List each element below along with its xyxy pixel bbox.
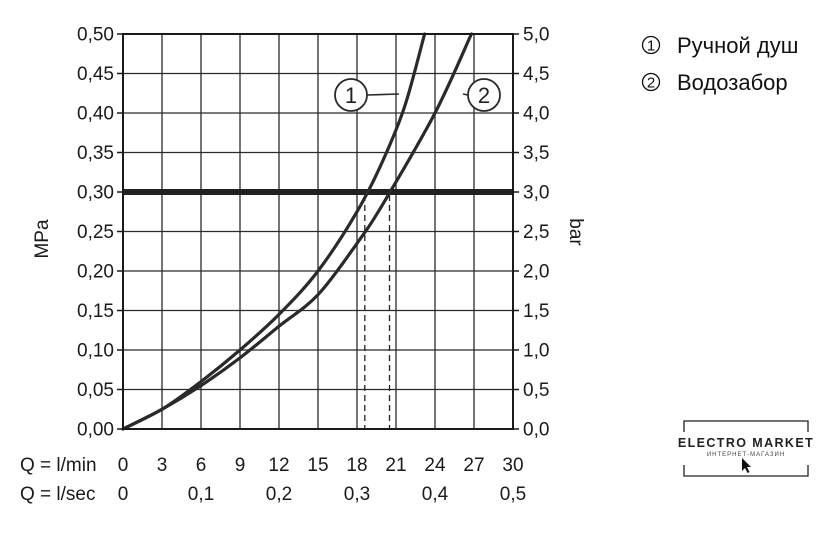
y-left-tick-label: 0,20 (77, 262, 114, 283)
legend-label-1: Ручной душ (677, 33, 798, 58)
y-right-tick-label: 1,5 (523, 301, 549, 322)
x-lmin-tick-label: 12 (268, 455, 289, 476)
y-left-tick-label: 0,25 (77, 222, 114, 243)
logo-bracket-bottom (683, 465, 809, 477)
y-left-tick-label: 0,35 (77, 143, 114, 164)
x-lsec-tick-label: 0,1 (188, 484, 214, 505)
grid-layer (123, 34, 513, 429)
x-lmin-tick-label: 6 (196, 455, 207, 476)
y-left-tick-label: 0,50 (77, 25, 114, 46)
series-1-marker-circle (334, 78, 368, 112)
y-left-tick-label: 0,10 (77, 341, 114, 362)
x-lmin-tick-label: 15 (307, 455, 328, 476)
y-left-axis-title: MPa (32, 219, 53, 259)
watermark-logo: ELECTRO MARKET ИНТЕРНЕТ-МАГАЗИН (678, 420, 814, 477)
x-lmin-axis-title: Q = l/min (20, 455, 97, 476)
series-2-line (121, 32, 473, 431)
y-left-tick-label: 0,00 (77, 420, 114, 441)
x-lsec-tick-label: 0 (118, 484, 129, 505)
x-lmin-tick-label: 24 (424, 455, 446, 476)
y-left-tick-label: 0,40 (77, 104, 114, 125)
plot-frame (117, 33, 519, 430)
logo-title: ELECTRO MARKET (678, 436, 814, 450)
y-right-tick-label: 2,5 (523, 222, 549, 243)
x-lmin-tick-label: 3 (157, 455, 168, 476)
series-1-marker-leader (366, 93, 400, 96)
series-2-marker-number: 2 (478, 83, 490, 108)
legend-marker-2-icon (641, 72, 661, 92)
legend-item-1: 1 Ручной душ (641, 33, 798, 58)
legend-marker-1-icon (641, 35, 661, 55)
legend: 1 Ручной душ 2 Водозабор (641, 33, 798, 95)
y-left-tick-label: 0,45 (77, 64, 114, 85)
y-right-tick-label: 2,0 (523, 262, 549, 283)
x-lsec-tick-label: 0,4 (422, 484, 449, 505)
y-left-tick-label: 0,05 (77, 380, 114, 401)
x-lsec-tick-label: 0,5 (500, 484, 526, 505)
y-right-tick-label: 0,5 (523, 380, 549, 401)
y-right-tick-label: 4,5 (523, 64, 549, 85)
x-lmin-tick-label: 18 (346, 455, 367, 476)
y-right-tick-label: 4,0 (523, 104, 549, 125)
y-right-tick-label: 1,0 (523, 341, 549, 362)
y-right-tick-label: 3,5 (523, 143, 549, 164)
legend-label-2: Водозабор (677, 70, 788, 95)
y-right-tick-label: 0,0 (523, 420, 549, 441)
logo-subtitle: ИНТЕРНЕТ-МАГАЗИН (707, 452, 785, 458)
x-lmin-tick-label: 30 (502, 455, 523, 476)
legend-marker-2-number: 2 (647, 75, 655, 92)
x-lsec-tick-label: 0,3 (344, 484, 370, 505)
curve-layer (121, 32, 473, 431)
x-lmin-tick-label: 27 (463, 455, 484, 476)
y-right-tick-label: 5,0 (523, 25, 549, 46)
cursor-icon (742, 458, 751, 473)
x-lmin-tick-label: 0 (118, 455, 129, 476)
y-left-tick-label: 0,30 (77, 183, 114, 204)
dropdown-lines (364, 195, 391, 429)
series-1-marker-number: 1 (345, 83, 357, 108)
y-right-tick-label: 3,0 (523, 183, 549, 204)
series-1-line (121, 32, 427, 431)
x-lmin-tick-label: 9 (235, 455, 246, 476)
logo-bracket-top (683, 420, 809, 432)
legend-item-2: 2 Водозабор (641, 70, 788, 95)
y-right-axis-title: bar (565, 218, 586, 246)
x-lsec-axis-title: Q = l/sec (20, 484, 96, 505)
tick-label-layer: 0,00 0,00,05 0,50,10 1,00,15 1,50,20 2,00,25 2… (77, 25, 549, 506)
legend-marker-1-number: 1 (647, 38, 655, 55)
x-lmin-tick-label: 21 (385, 455, 406, 476)
y-left-tick-label: 0,15 (77, 301, 114, 322)
x-lsec-tick-label: 0,2 (266, 484, 292, 505)
series-2-marker-circle (467, 78, 501, 112)
